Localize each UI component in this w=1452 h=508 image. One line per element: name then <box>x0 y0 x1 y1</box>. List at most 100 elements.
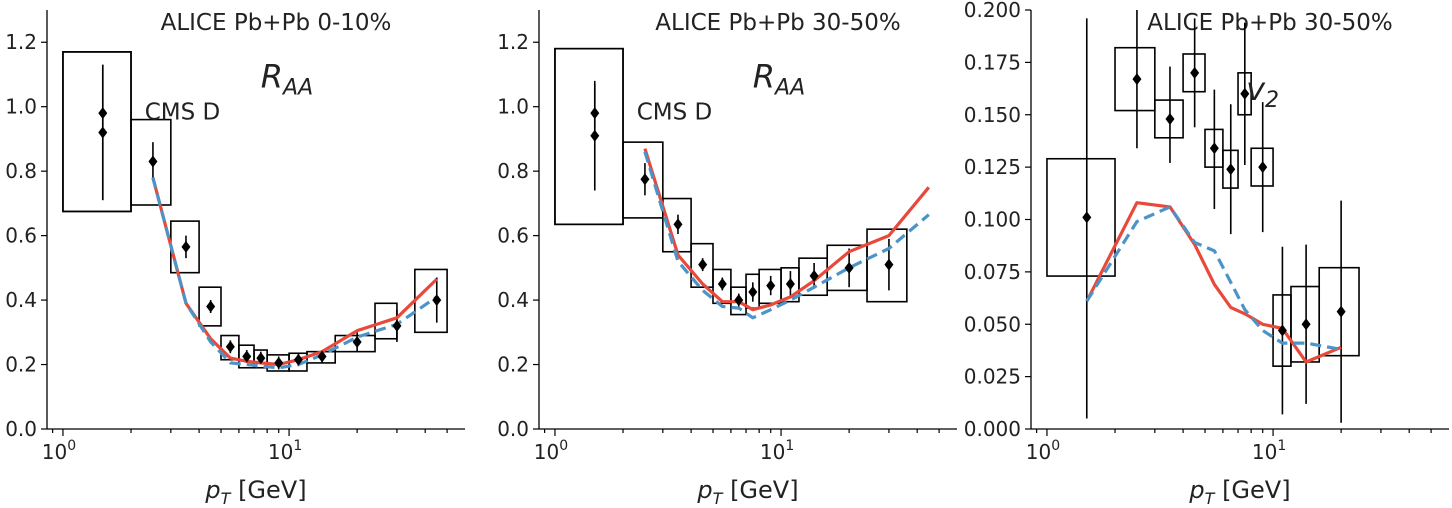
data-point <box>766 279 776 292</box>
model-curve-solid <box>643 148 931 312</box>
data-point <box>274 356 284 369</box>
sys-box <box>554 47 624 226</box>
data-point <box>844 261 854 274</box>
y-tick-label: 0.075 <box>964 260 1021 284</box>
sys-box <box>1318 266 1360 357</box>
data-point <box>1336 305 1346 318</box>
y-tick-label: 0.4 <box>5 288 37 312</box>
data-point <box>1082 211 1092 224</box>
y-tick-label: 0.6 <box>497 224 529 248</box>
annotation: RAA <box>753 57 805 100</box>
y-tick-label: 1.0 <box>497 95 529 119</box>
model-curve-solid <box>151 177 438 367</box>
x-tick-label: 101 <box>1252 438 1286 464</box>
y-tick-label: 0.200 <box>964 0 1021 22</box>
sys-box <box>130 118 172 206</box>
y-tick-label: 0.8 <box>5 159 37 183</box>
data-point <box>748 286 758 299</box>
x-tick-label: 101 <box>760 438 794 464</box>
y-tick-label: 0.8 <box>497 159 529 183</box>
panel-title: ALICE Pb+Pb 30-50% <box>1147 10 1392 36</box>
sys-box <box>414 268 448 334</box>
sys-box <box>62 51 132 213</box>
sys-box <box>62 51 132 213</box>
sys-box <box>1114 46 1156 112</box>
x-tick-label: 100 <box>534 438 568 464</box>
data-point <box>1165 112 1175 125</box>
y-tick-label: 0.2 <box>497 353 529 377</box>
y-tick-label: 0.000 <box>964 417 1021 441</box>
data-point <box>352 335 362 348</box>
data-point <box>1240 87 1250 100</box>
x-axis-title: pT [GeV] <box>204 476 306 508</box>
data-point <box>293 353 303 366</box>
sys-box <box>866 228 908 303</box>
y-tick-label: 0.100 <box>964 208 1021 232</box>
model-curve-solid <box>1085 201 1342 364</box>
data-point <box>98 107 108 120</box>
x-axis-title: pT [GeV] <box>1188 476 1290 508</box>
data-point <box>317 350 327 363</box>
panel-title: ALICE Pb+Pb 30-50% <box>655 10 900 36</box>
data-point <box>1226 163 1236 176</box>
data-point <box>884 258 894 271</box>
data-point <box>809 269 819 282</box>
annotation: v2 <box>1246 70 1279 113</box>
y-tick-label: 0.175 <box>964 50 1021 74</box>
data-point <box>432 294 442 307</box>
x-tick-label: 100 <box>42 438 76 464</box>
y-tick-label: 0.0 <box>5 417 37 441</box>
data-point <box>698 258 708 271</box>
sys-box <box>198 286 222 327</box>
model-curve-dashed <box>1085 205 1342 351</box>
data-point <box>1209 142 1219 155</box>
y-tick-label: 1.2 <box>497 30 529 54</box>
data-point <box>590 107 600 120</box>
data-point <box>1277 324 1287 337</box>
data-point <box>148 155 158 168</box>
data-point <box>225 340 235 353</box>
x-tick-label: 100 <box>1026 438 1060 464</box>
annotation: RAA <box>261 57 313 100</box>
data-point <box>206 300 216 313</box>
data-point <box>717 277 727 290</box>
model-curve-dashed <box>151 177 438 370</box>
y-tick-label: 0.2 <box>5 353 37 377</box>
data-point <box>181 240 191 253</box>
y-tick-label: 0.0 <box>497 417 529 441</box>
x-tick-label: 101 <box>268 438 302 464</box>
model-curve-dashed <box>643 151 930 320</box>
chart-panel-2: ALICE Pb+Pb 30-50% 0.0 0.2 0.4 0.6 0.8 1.0 1.2… <box>497 10 957 508</box>
y-tick-label: 1.0 <box>5 95 37 119</box>
y-tick-label: 1.2 <box>5 30 37 54</box>
annotation: CMS D <box>637 100 713 126</box>
sys-box <box>712 268 732 305</box>
chart-panel-3: ALICE Pb+Pb 30-50% 0.000 0.025 0.050 0.075 0… <box>964 0 1449 508</box>
sys-box <box>622 141 664 219</box>
y-tick-label: 0.125 <box>964 155 1021 179</box>
y-tick-label: 0.050 <box>964 312 1021 336</box>
data-point <box>256 352 266 365</box>
data-point <box>640 173 650 186</box>
y-tick-label: 0.025 <box>964 365 1021 389</box>
data-point <box>785 277 795 290</box>
data-point <box>1301 318 1311 331</box>
annotation: CMS D <box>145 100 221 126</box>
data-point <box>590 129 600 142</box>
data-point <box>734 294 744 307</box>
data-point <box>242 350 252 363</box>
data-point <box>673 218 683 231</box>
data-point <box>98 126 108 139</box>
panel-title: ALICE Pb+Pb 0-10% <box>161 10 392 36</box>
data-point <box>1132 73 1142 86</box>
x-axis-title: pT [GeV] <box>696 476 798 508</box>
y-tick-label: 0.6 <box>5 224 37 248</box>
data-point <box>1258 161 1268 174</box>
y-tick-label: 0.4 <box>497 288 529 312</box>
sys-box <box>1154 99 1184 139</box>
chart-panel-1: ALICE Pb+Pb 0-10% 0.0 0.2 0.4 0.6 0.8 1.0 1.2 1… <box>5 10 465 508</box>
sys-box <box>554 47 624 226</box>
data-point <box>1190 66 1200 79</box>
sys-box <box>1046 157 1116 277</box>
y-tick-label: 0.150 <box>964 103 1021 127</box>
